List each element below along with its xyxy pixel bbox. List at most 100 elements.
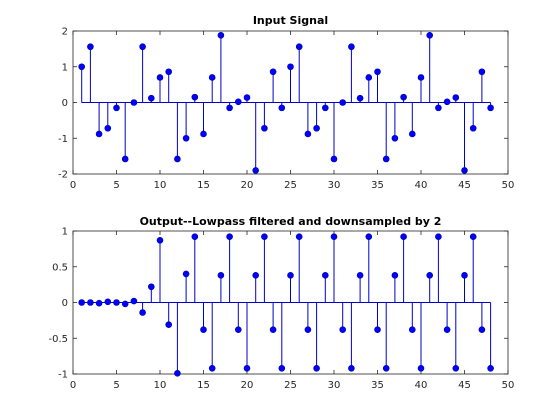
input-y-tick-label: 0 (62, 98, 68, 109)
input-y-tick-label: -1 (58, 134, 68, 145)
output-stem-marker (487, 364, 494, 372)
output-stem-marker (452, 364, 460, 372)
output-stem-marker (235, 326, 242, 333)
output-signal-plot: Output--Lowpass filtered and downsampled… (48, 215, 514, 391)
input-x-tick-label: 10 (154, 180, 167, 191)
input-stem-marker (348, 43, 355, 51)
input-stem-marker (339, 99, 347, 106)
input-y-tick-label: -2 (58, 170, 68, 181)
input-stem-marker (304, 130, 312, 138)
input-stem-marker (356, 94, 364, 102)
output-stem-marker (208, 364, 216, 372)
output-x-tick-label: 25 (284, 380, 297, 391)
output-stem-marker (191, 233, 199, 241)
input-stem-marker (461, 167, 468, 174)
output-y-tick-label: 0.5 (52, 262, 68, 273)
input-stem-marker (487, 104, 494, 112)
output-stem-marker (313, 364, 320, 372)
input-x-tick-label: 25 (284, 180, 297, 191)
output-stem-marker (95, 299, 103, 307)
input-stem-marker (408, 130, 416, 138)
output-stem-marker (278, 364, 286, 372)
output-stem-marker (113, 299, 120, 306)
input-stem-marker (278, 104, 286, 112)
output-x-tick-label: 40 (415, 380, 428, 391)
output-stem-marker (478, 326, 486, 333)
output-x-tick-label: 35 (371, 380, 384, 391)
input-stem-marker (400, 93, 407, 101)
input-stem-marker (148, 94, 155, 102)
input-stem-marker (104, 124, 112, 132)
input-stem-marker (435, 104, 442, 112)
output-stem-marker (287, 272, 294, 279)
output-stem-marker (330, 233, 338, 241)
output-stem-marker (339, 326, 347, 333)
input-stem-marker (452, 94, 460, 101)
input-x-tick-label: 15 (197, 180, 210, 191)
input-signal-plot: Input Signal 0 5 10 15 20 25 30 35 40 45 50 -2 -1 0 1 2 (58, 14, 514, 191)
output-x-tick-label: 30 (328, 380, 341, 391)
input-stem-marker (78, 63, 85, 71)
input-x-tick-label: 30 (328, 180, 341, 191)
output-stem-marker (435, 233, 442, 241)
output-stem-marker (243, 364, 251, 372)
output-stem-marker (182, 270, 190, 278)
output-stem-marker (374, 326, 381, 333)
output-y-tick-label: -1 (58, 370, 68, 381)
output-stem-marker (400, 233, 407, 241)
output-x-tick-label: 20 (241, 380, 254, 391)
input-stem-marker (87, 43, 94, 51)
input-stem-marker (469, 124, 477, 132)
output-y-tick-label: -0.5 (48, 334, 68, 345)
input-stem-marker (139, 43, 146, 51)
input-stem-marker (330, 155, 338, 163)
output-stem-marker (104, 298, 112, 306)
output-x-tick-label: 10 (154, 380, 167, 391)
output-stem-marker (87, 299, 94, 306)
input-stem-marker (443, 98, 451, 106)
input-x-tick-label: 0 (70, 180, 76, 191)
output-stem-marker (261, 233, 268, 241)
output-stem-marker (165, 321, 172, 328)
input-stem-marker (269, 68, 277, 76)
input-stem-marker (95, 130, 103, 138)
output-stem-marker (382, 364, 390, 372)
input-x-tick-label: 5 (113, 180, 119, 191)
output-stem-marker (321, 272, 329, 279)
input-x-tick-label: 20 (241, 180, 254, 191)
output-stem-marker (391, 272, 399, 279)
output-stem-marker (365, 233, 373, 241)
output-x-tick-label: 15 (197, 380, 210, 391)
output-y-tick-label: 1 (62, 227, 68, 238)
output-stem-marker (443, 326, 451, 333)
input-stem-marker (382, 155, 390, 163)
input-x-tick-label: 40 (415, 180, 428, 191)
output-stem-marker (130, 297, 138, 305)
input-stem-marker (130, 99, 138, 106)
input-stem-marker (287, 63, 294, 71)
input-stem-marker (391, 134, 399, 142)
output-stem-marker (417, 364, 425, 372)
input-stem-marker (321, 104, 329, 112)
input-stem-marker (417, 74, 425, 81)
output-stem-marker (426, 272, 434, 279)
input-stem-marker (374, 68, 381, 76)
output-x-tick-label: 0 (70, 380, 76, 391)
input-y-tick-label: 1 (62, 62, 68, 73)
output-y-tick-label: 0 (62, 298, 68, 309)
input-stem-marker (252, 167, 259, 174)
input-stem-marker (243, 94, 251, 101)
output-stem-marker (469, 233, 477, 241)
input-stem-marker (208, 74, 216, 81)
output-stem-marker (139, 309, 146, 316)
output-x-tick-label: 45 (458, 380, 471, 391)
input-stem-marker (182, 134, 190, 142)
input-stem-marker (478, 68, 486, 76)
input-stem-marker (235, 98, 242, 106)
input-x-tick-label: 35 (371, 180, 384, 191)
output-stem-marker (78, 299, 85, 306)
input-signal-title: Input Signal (253, 14, 328, 27)
input-y-tick-label: 2 (62, 27, 68, 38)
input-stem-marker (313, 124, 320, 132)
